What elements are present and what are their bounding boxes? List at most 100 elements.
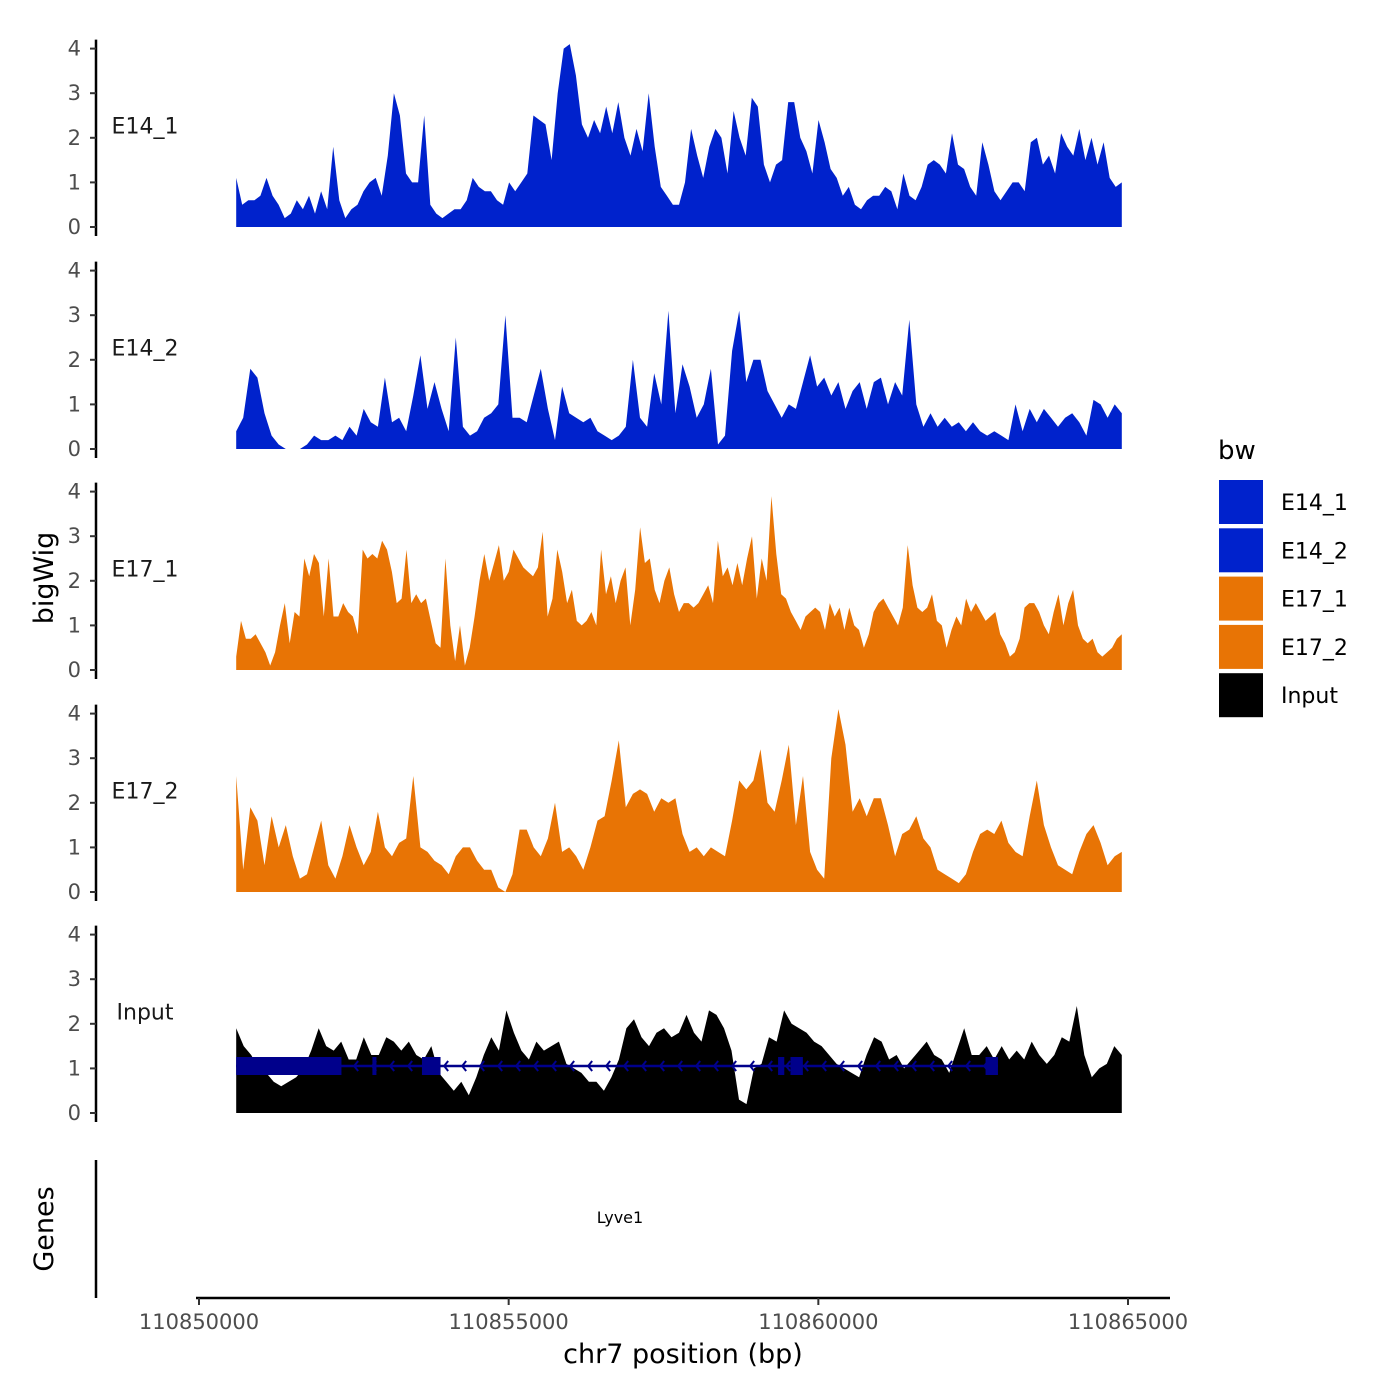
y-tick-label: 3 [68,303,81,327]
strand-arrow [658,1060,665,1072]
legend-title: bw [1218,436,1256,466]
strand-arrow [892,1060,899,1072]
legend-label: E17_1 [1281,588,1348,613]
coverage-area-e17-1 [236,496,1122,670]
y-tick-label: 1 [68,170,81,194]
legend-label: E14_2 [1281,539,1348,564]
y-tick-label: 2 [68,1012,81,1036]
gene-exon [985,1057,998,1075]
y-tick-label: 4 [68,923,81,947]
track-e17-2: 0 1 2 3 4 E17_2 [68,702,1122,904]
strand-arrow [568,1060,575,1072]
legend-swatch [1219,576,1263,621]
gene-exon [790,1057,803,1075]
strand-arrow [478,1060,485,1072]
strand-arrow [514,1060,521,1072]
strand-arrow [802,1060,809,1072]
strand-arrow [460,1060,467,1072]
track-label: Input [117,1000,174,1025]
x-axis-ticks: 110850000 110855000 110860000 110865000 [139,1298,1188,1334]
x-tick-label: 110860000 [758,1310,878,1334]
coverage-area-input [236,1006,1122,1113]
strand-arrow [820,1060,827,1072]
y-tick-label: 2 [68,126,81,150]
coverage-area-e14-1 [236,44,1122,227]
strand-arrow [946,1060,953,1072]
legend-label: E17_2 [1281,636,1348,661]
strand-arrow [604,1060,611,1072]
y-tick-label: 3 [68,81,81,105]
x-axis-title: chr7 position (bp) [563,1339,803,1370]
legend-item: E17_2 [1219,624,1348,669]
y-tick-label: 4 [68,702,81,726]
strand-arrow [766,1060,773,1072]
track-input: 0 1 2 3 4 Input [68,923,1122,1125]
y-tick-label: 0 [68,437,81,461]
strand-arrow [532,1060,539,1072]
y-tick-label: 1 [68,1056,81,1080]
y-tick-label: 0 [68,215,81,239]
strand-arrow [388,1060,395,1072]
track-label: E17_1 [112,557,179,582]
strand-arrow [928,1060,935,1072]
track-label: E17_2 [112,779,179,804]
y-tick-label: 4 [68,259,81,283]
legend-item: E14_2 [1219,528,1348,573]
legend-swatch [1219,673,1263,718]
y-tick-label: 0 [68,880,81,904]
strand-arrow [712,1060,719,1072]
y-tick-label: 0 [68,658,81,682]
strand-arrow [784,1060,791,1072]
y-tick-label: 0 [68,1101,81,1125]
strand-arrow [964,1060,971,1072]
strand-arrow [838,1060,845,1072]
x-axis: 110850000 110855000 110860000 110865000 [139,1296,1188,1334]
y-tick-label: 1 [68,613,81,637]
strand-arrow [694,1060,701,1072]
legend-swatch [1219,624,1263,669]
gene-exon [421,1057,441,1075]
legend: bw E14_1 E14_2 E17_1 E17_2 Input [1218,436,1348,718]
strand-arrow [550,1060,557,1072]
strand-arrow [910,1060,917,1072]
gene-exon [236,1057,342,1075]
y-axis-title: bigWig [29,532,60,625]
y-tick-label: 2 [68,348,81,372]
strand-arrow [730,1060,737,1072]
legend-swatch [1219,480,1263,524]
legend-item: Input [1219,673,1338,718]
strand-arrow [856,1060,863,1072]
strand-arrow [496,1060,503,1072]
genes-panel: Genes Lyve1 [29,1057,998,1298]
y-tick-label: 1 [68,835,81,859]
strand-arrow [442,1060,449,1072]
track-e14-1: 0 1 2 3 4 E14_1 [68,37,1122,239]
y-tick-label: 3 [68,967,81,991]
x-tick-label: 110865000 [1068,1310,1188,1334]
y-tick-label: 3 [68,524,81,548]
gene-label: Lyve1 [597,1208,643,1227]
y-tick-label: 2 [68,791,81,815]
strand-arrow [640,1060,647,1072]
y-tick-label: 4 [68,37,81,61]
coverage-tracks: 0 1 2 3 4 E14_1 0 1 2 3 4 E14_2 0 1 2 3 4 E17_1 0 1 2 3 4 E17_2… [68,37,1122,1125]
coverage-area-e17-2 [236,709,1122,892]
strand-arrow [586,1060,593,1072]
legend-label: E14_1 [1281,491,1348,516]
y-tick-label: 3 [68,746,81,770]
gene-exon [778,1057,785,1075]
strand-arrow [874,1060,881,1072]
y-tick-label: 1 [68,392,81,416]
strand-arrow [622,1060,629,1072]
legend-item: E14_1 [1219,480,1348,524]
track-e14-2: 0 1 2 3 4 E14_2 [68,259,1122,461]
genes-axis-title: Genes [29,1186,60,1271]
coverage-area-e14-2 [236,310,1122,449]
x-tick-label: 110850000 [139,1310,259,1334]
legend-items: E14_1 E14_2 E17_1 E17_2 Input [1219,480,1348,718]
strand-arrow [406,1060,413,1072]
gene-exon [372,1057,377,1075]
track-label: E14_2 [112,336,179,361]
legend-item: E17_1 [1219,576,1348,621]
